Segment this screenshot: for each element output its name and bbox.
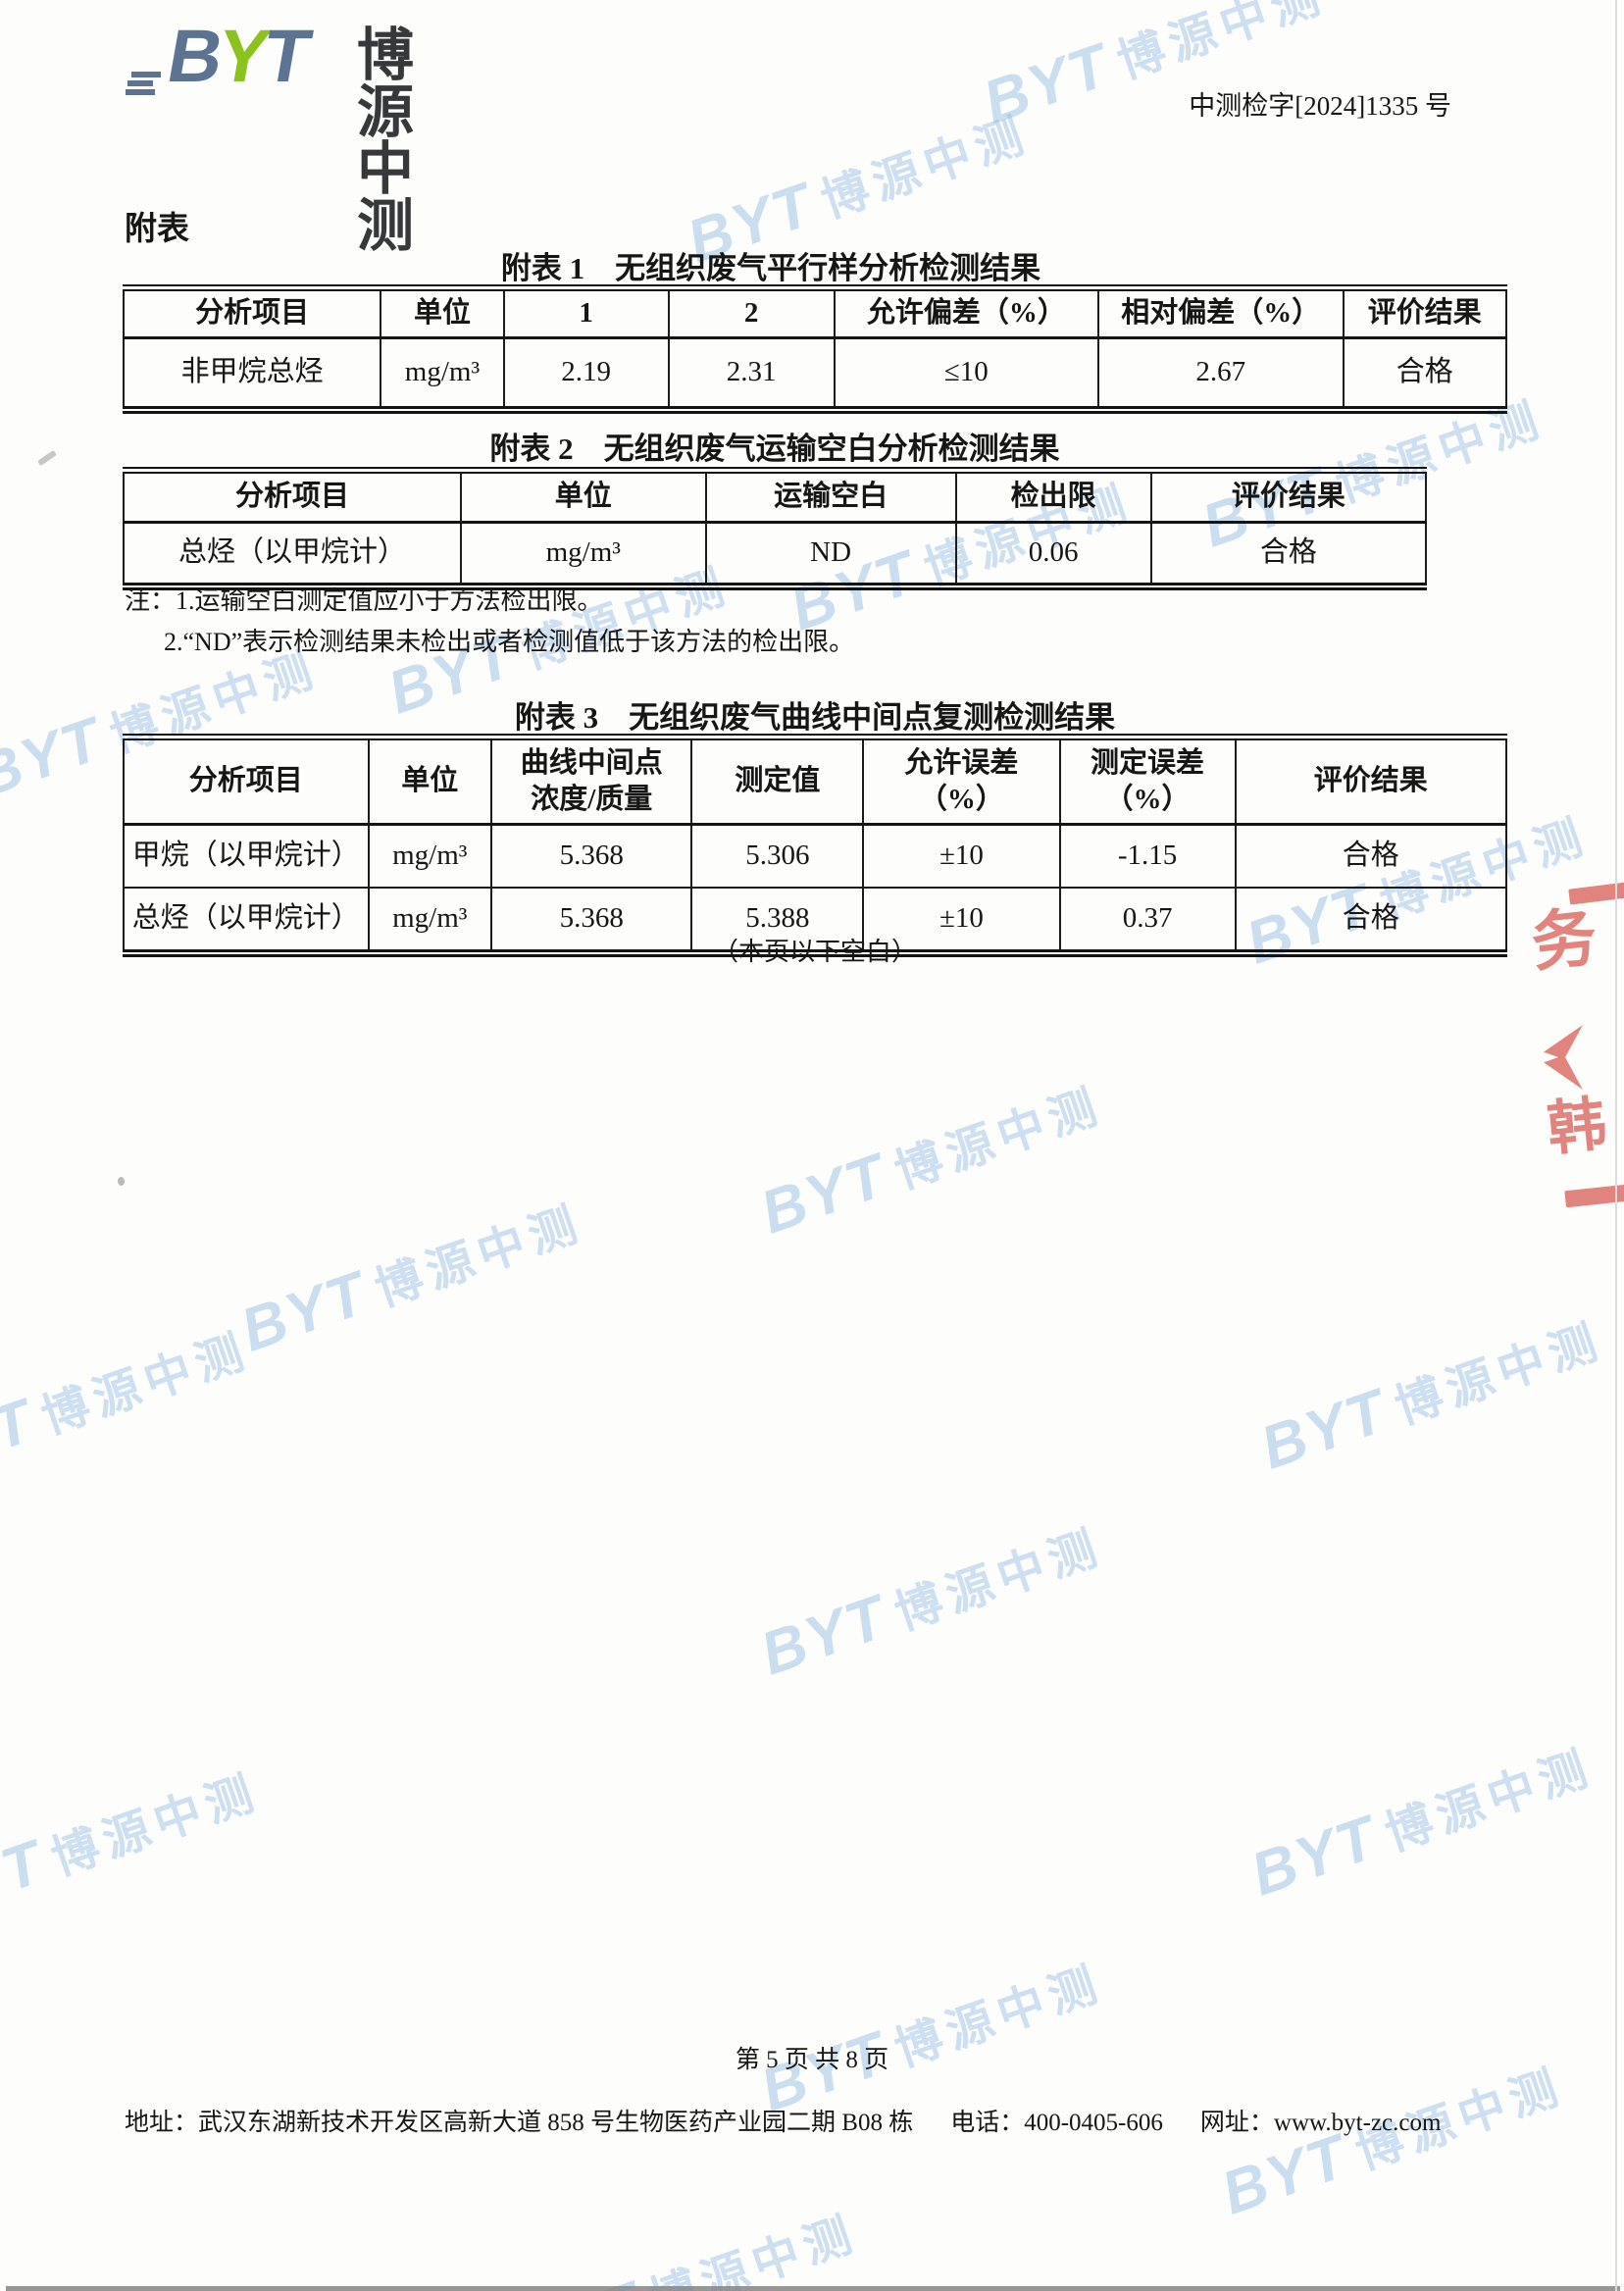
table-header-cell: 曲线中间点 浓度/质量 bbox=[490, 737, 693, 826]
watermark: BYT博源中测 bbox=[0, 1765, 267, 1934]
table-cell: ±10 bbox=[862, 824, 1061, 888]
address-value: 武汉东湖新技术开发区高新大道 858 号生物医药产业园二期 B08 栋 bbox=[198, 2110, 914, 2136]
table-header-cell: 相对偏差（%） bbox=[1097, 287, 1345, 339]
stamp-character: 务 bbox=[1528, 901, 1600, 981]
table-header-cell: 测定值 bbox=[690, 737, 865, 826]
website-value: www.byt-zc.com bbox=[1273, 2110, 1442, 2136]
table-header-cell: 测定误差 （%） bbox=[1058, 737, 1237, 826]
stamp-character: 韩 bbox=[1544, 1092, 1610, 1162]
table-cell: mg/m³ bbox=[380, 337, 505, 410]
table-cell: 2.31 bbox=[667, 337, 836, 410]
table-cell: ≤10 bbox=[833, 337, 1100, 410]
scan-speck bbox=[118, 1177, 125, 1186]
table-cell: 5.368 bbox=[490, 887, 693, 953]
table-cell: 5.306 bbox=[690, 824, 865, 888]
table-header-cell: 允许偏差（%） bbox=[833, 287, 1100, 339]
table2-transport-blank-results: 分析项目 单位 运输空白 检出限 评价结果 总烃（以甲烷计） mg/m³ ND 0.06 合格 bbox=[123, 467, 1428, 590]
table-cell: ±10 bbox=[862, 887, 1061, 953]
page-number: 第 5 页 共 8 页 bbox=[735, 2047, 889, 2073]
table-header-cell: 分析项目 bbox=[123, 470, 462, 524]
table-cell: 总烃（以甲烷计） bbox=[123, 887, 370, 953]
table2-title: 附表 2 无组织废气运输空白分析检测结果 bbox=[489, 432, 1060, 466]
table-cell: 合格 bbox=[1342, 337, 1508, 410]
scan-bottom-edge bbox=[6, 2286, 1620, 2291]
data-table: 分析项目 单位 1 2 允许偏差（%） 相对偏差（%） 评价结果 非甲烷总烃 mg/m³ 2.19… bbox=[122, 284, 1508, 414]
stamp-fragment: 务 韩 bbox=[1528, 876, 1624, 1217]
table-header-cell: 检出限 bbox=[954, 470, 1152, 524]
blank-below-note: （本页以下空白） bbox=[712, 938, 917, 966]
table-header-cell: 2 bbox=[667, 287, 836, 339]
table2-note-2: 2.“ND”表示检测结果未检出或者检测值低于该方法的检出限。 bbox=[164, 628, 855, 656]
table-cell: -1.15 bbox=[1058, 824, 1237, 888]
table-cell: 2.19 bbox=[502, 337, 670, 410]
table1-parallel-sample-results: 分析项目 单位 1 2 允许偏差（%） 相对偏差（%） 评价结果 非甲烷总烃 mg/m³ 2.19… bbox=[122, 284, 1508, 414]
table3-title: 附表 3 无组织废气曲线中间点复测检测结果 bbox=[514, 700, 1116, 735]
table-header-cell: 单位 bbox=[380, 287, 505, 339]
table-header-row: 分析项目 单位 1 2 允许偏差（%） 相对偏差（%） 评价结果 bbox=[122, 287, 1508, 339]
data-table: 分析项目 单位 运输空白 检出限 评价结果 总烃（以甲烷计） mg/m³ ND 0.06 合格 bbox=[123, 467, 1428, 590]
table-cell: 总烃（以甲烷计） bbox=[123, 522, 462, 586]
phone-value: 400-0405-606 bbox=[1024, 2110, 1163, 2136]
table-header-cell: 允许误差 （%） bbox=[862, 737, 1061, 826]
data-table: 分析项目 单位 曲线中间点 浓度/质量 测定值 允许误差 （%） 测定误差 （%） 评价结果… bbox=[123, 734, 1508, 957]
table-cell: 5.388 bbox=[690, 887, 865, 953]
watermark: BYT博源中测 bbox=[752, 1520, 1110, 1689]
watermark: BYT博源中测 bbox=[752, 1957, 1110, 2125]
table-cell: 2.67 bbox=[1097, 337, 1345, 410]
table-cell: 5.368 bbox=[490, 824, 693, 888]
table-cell: ND bbox=[704, 522, 957, 586]
watermark: BYT博源中测 bbox=[1243, 1741, 1600, 1909]
table-row: 甲烷（以甲烷计） mg/m³ 5.368 5.306 ±10 -1.15 合格 bbox=[123, 824, 1508, 888]
table-header-cell: 分析项目 bbox=[123, 737, 370, 826]
table-cell: mg/m³ bbox=[367, 887, 493, 953]
table-header-row: 分析项目 单位 运输空白 检出限 评价结果 bbox=[123, 470, 1428, 524]
address-label: 地址： bbox=[125, 2110, 199, 2136]
table-row: 非甲烷总烃 mg/m³ 2.19 2.31 ≤10 2.67 合格 bbox=[122, 337, 1508, 410]
table-header-cell: 单位 bbox=[459, 470, 707, 524]
table2-note-1: 注：1.运输空白测定值应小于方法检出限。 bbox=[125, 586, 603, 615]
table-cell: mg/m³ bbox=[459, 522, 707, 586]
table1-title: 附表 1 无组织废气平行样分析检测结果 bbox=[500, 251, 1041, 285]
scan-right-edge bbox=[1615, 0, 1617, 2291]
table-row: 总烃（以甲烷计） mg/m³ ND 0.06 合格 bbox=[123, 522, 1428, 586]
website-label: 网址： bbox=[1199, 2110, 1274, 2136]
table-header-cell: 分析项目 bbox=[122, 287, 382, 339]
table-cell: 甲烷（以甲烷计） bbox=[123, 824, 370, 888]
watermark: BYT博源中测 bbox=[508, 2207, 865, 2291]
watermark: BYT博源中测 bbox=[752, 1079, 1110, 1247]
address-line: 地址：武汉东湖新技术开发区高新大道 858 号生物医药产业园二期 B08 栋 电话… bbox=[125, 2103, 1441, 2138]
table-cell: 合格 bbox=[1234, 887, 1508, 953]
table-cell: mg/m³ bbox=[367, 824, 493, 888]
table-header-cell: 单位 bbox=[367, 737, 493, 826]
table-header-row: 分析项目 单位 曲线中间点 浓度/质量 测定值 允许误差 （%） 测定误差 （%） 评价结果 bbox=[123, 737, 1508, 826]
table-cell: 非甲烷总烃 bbox=[122, 337, 382, 410]
table-header-cell: 1 bbox=[502, 287, 670, 339]
table-header-cell: 运输空白 bbox=[704, 470, 957, 524]
table-cell: 0.06 bbox=[954, 522, 1152, 586]
appendix-heading: 附表 bbox=[125, 212, 189, 247]
stamp-stroke bbox=[1544, 1025, 1583, 1090]
table-header-cell: 评价结果 bbox=[1342, 287, 1508, 339]
logo-byt-letters: BYT bbox=[162, 15, 314, 98]
report-ref-number: 中测检字[2024]1335 号 bbox=[1189, 91, 1451, 121]
table-cell: 0.37 bbox=[1058, 887, 1237, 953]
scan-speck bbox=[37, 449, 57, 467]
logo-company-name: 博源中测 bbox=[357, 24, 420, 258]
logo-speedlines-icon bbox=[126, 69, 161, 95]
watermark: BYT博源中测 bbox=[1252, 1314, 1610, 1483]
table-row: 总烃（以甲烷计） mg/m³ 5.368 5.388 ±10 0.37 合格 bbox=[123, 887, 1508, 953]
phone-label: 电话： bbox=[950, 2110, 1025, 2136]
table3-curve-midpoint-retest-results: 分析项目 单位 曲线中间点 浓度/质量 测定值 允许误差 （%） 测定误差 （%） 评价结果… bbox=[123, 734, 1508, 957]
table-header-cell: 评价结果 bbox=[1234, 737, 1508, 826]
watermark: BYT博源中测 bbox=[0, 1324, 257, 1493]
table-header-cell: 评价结果 bbox=[1149, 470, 1428, 524]
watermark: BYT博源中测 bbox=[232, 1196, 590, 1365]
table-cell: 合格 bbox=[1234, 824, 1508, 888]
table-cell: 合格 bbox=[1149, 522, 1428, 586]
